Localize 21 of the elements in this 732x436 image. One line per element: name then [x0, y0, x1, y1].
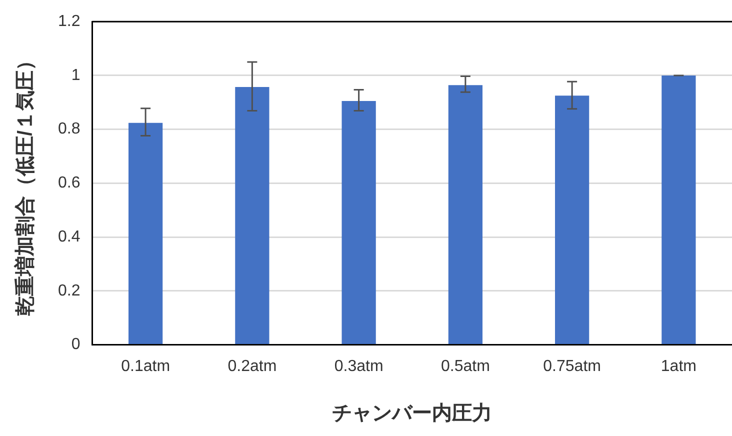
- y-tick-label: 0: [71, 336, 80, 354]
- y-tick-label: 1: [71, 66, 80, 84]
- bar: [662, 75, 696, 344]
- y-tick-label: 1.2: [58, 13, 80, 30]
- x-tick-label: 0.2atm: [228, 358, 277, 375]
- bar: [235, 87, 270, 344]
- y-tick-label: 0.8: [58, 120, 80, 138]
- x-tick-label: 1atm: [660, 358, 696, 375]
- bar: [448, 85, 482, 344]
- x-axis-title: チャンバー内圧力: [332, 402, 492, 425]
- bar: [128, 122, 163, 344]
- y-tick-label: 0.4: [58, 228, 80, 246]
- y-tick-label: 0.6: [58, 174, 80, 192]
- y-axis-title: 乾重増加割合（低圧/１気圧）: [14, 50, 37, 316]
- x-tick-label: 0.75atm: [543, 358, 601, 375]
- bar: [555, 96, 590, 344]
- bar: [342, 101, 376, 344]
- y-tick-label: 0.2: [58, 282, 80, 300]
- x-tick-label: 0.5atm: [440, 358, 490, 375]
- x-tick-label: 0.3atm: [334, 358, 384, 375]
- x-tick-label: 0.1atm: [121, 358, 170, 375]
